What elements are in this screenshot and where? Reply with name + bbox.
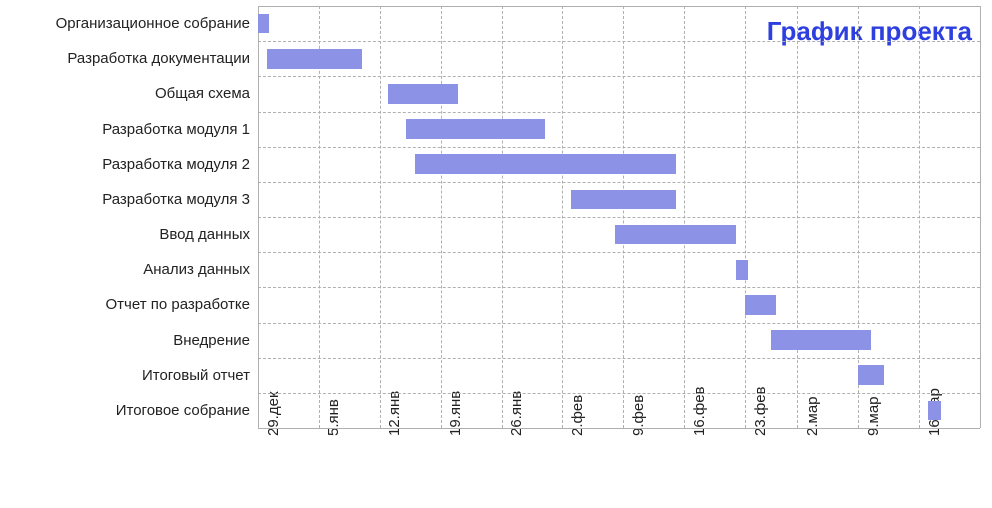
y-tick-label: Разработка модуля 1 (102, 122, 258, 137)
gantt-bar (928, 401, 941, 421)
x-tick-label: 9.фев (631, 395, 646, 436)
y-tick-label: Внедрение (173, 333, 258, 348)
row-divider (258, 252, 980, 253)
y-tick-label: Разработка модуля 3 (102, 192, 258, 207)
gantt-bar (736, 260, 747, 280)
gantt-bar (745, 295, 775, 315)
x-tick-label: 12.янв (387, 391, 402, 436)
gantt-bar (415, 154, 676, 174)
gantt-bar (771, 330, 871, 350)
row-divider (258, 76, 980, 77)
row-divider (258, 182, 980, 183)
x-tick-label: 9.мар (866, 396, 881, 436)
y-tick-label: Разработка документации (67, 51, 258, 66)
y-tick-label: Отчет по разработке (106, 297, 259, 312)
gantt-bar (267, 49, 363, 69)
y-tick-label: Итоговое собрание (116, 403, 258, 418)
x-axis-line (258, 428, 980, 429)
y-tick-label: Ввод данных (159, 227, 258, 242)
row-divider (258, 112, 980, 113)
row-divider (258, 147, 980, 148)
y-tick-label: Итоговый отчет (142, 368, 258, 383)
x-tick-label: 2.мар (805, 396, 820, 436)
gantt-bar (571, 190, 675, 210)
plot-right-edge (980, 6, 981, 428)
row-divider (258, 358, 980, 359)
row-divider (258, 323, 980, 324)
row-divider (258, 393, 980, 394)
x-tick-label: 19.янв (448, 391, 463, 436)
gantt-bar (258, 14, 269, 34)
gantt-bar (615, 225, 737, 245)
gantt-bar (858, 365, 884, 385)
x-tick-label: 29.дек (266, 391, 281, 436)
y-tick-label: Анализ данных (143, 262, 258, 277)
y-tick-label: Разработка модуля 2 (102, 157, 258, 172)
gantt-bar (406, 119, 545, 139)
row-divider (258, 287, 980, 288)
y-tick-label: Организационное собрание (56, 16, 258, 31)
x-tick-label: 26.янв (509, 391, 524, 436)
row-divider (258, 217, 980, 218)
x-tick-label: 2.фев (570, 395, 585, 436)
gantt-bar (388, 84, 458, 104)
chart-plot-area: 29.дек5.янв12.янв19.янв26.янв2.фев9.фев1… (258, 6, 980, 428)
x-tick-label: 5.янв (326, 399, 341, 436)
row-divider (258, 41, 980, 42)
y-tick-label: Общая схема (155, 86, 258, 101)
gantt-chart: График проекта 29.дек5.янв12.янв19.янв26… (0, 0, 992, 508)
plot-top-edge (258, 6, 980, 7)
